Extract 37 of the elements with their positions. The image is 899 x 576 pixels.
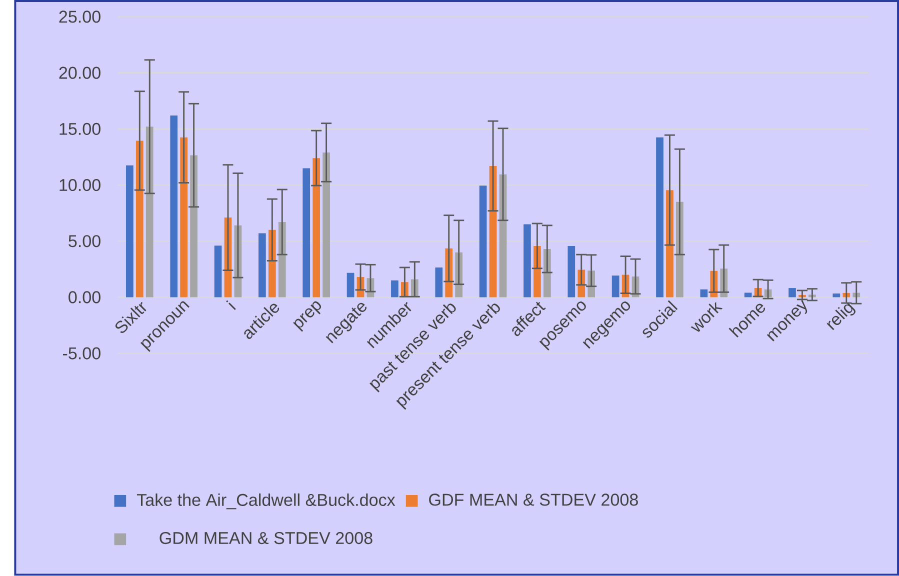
bar — [524, 224, 531, 298]
y-tick-label: -5.00 — [62, 347, 100, 360]
legend-label: GDM MEAN & STDEV 2008 — [160, 532, 372, 544]
bar — [700, 289, 708, 298]
bar — [435, 268, 443, 298]
bar — [214, 246, 222, 298]
bar — [322, 152, 330, 298]
legend-label: GDF MEAN & STDEV 2008 — [429, 494, 638, 506]
y-tick-label: 5.00 — [68, 235, 100, 248]
bar — [499, 174, 507, 298]
bar — [612, 276, 620, 298]
bar — [190, 155, 198, 298]
bar — [568, 246, 576, 298]
y-tick-label: 20.00 — [59, 66, 100, 79]
y-tick-label: 10.00 — [60, 179, 100, 192]
bar — [788, 288, 796, 298]
y-tick-label: 0.00 — [68, 291, 100, 304]
bar — [170, 116, 178, 298]
bar — [744, 292, 752, 298]
bar — [302, 168, 310, 298]
bar — [146, 126, 154, 298]
bar — [312, 158, 320, 298]
bar — [832, 294, 840, 298]
bar — [479, 186, 487, 298]
x-tick-label: i — [226, 300, 236, 310]
bar — [391, 280, 398, 298]
bar — [489, 166, 497, 298]
bar — [126, 166, 134, 298]
legend-label: Take the Air_Caldwell &Buck.docx — [136, 494, 396, 510]
y-tick-label: 25.00 — [59, 10, 100, 23]
bar — [136, 140, 144, 298]
x-tick-label: relig — [826, 302, 856, 330]
bar — [258, 233, 266, 298]
bar — [346, 272, 354, 298]
y-tick-label: 15.00 — [60, 123, 100, 136]
bar — [180, 137, 188, 298]
bar — [656, 137, 664, 298]
